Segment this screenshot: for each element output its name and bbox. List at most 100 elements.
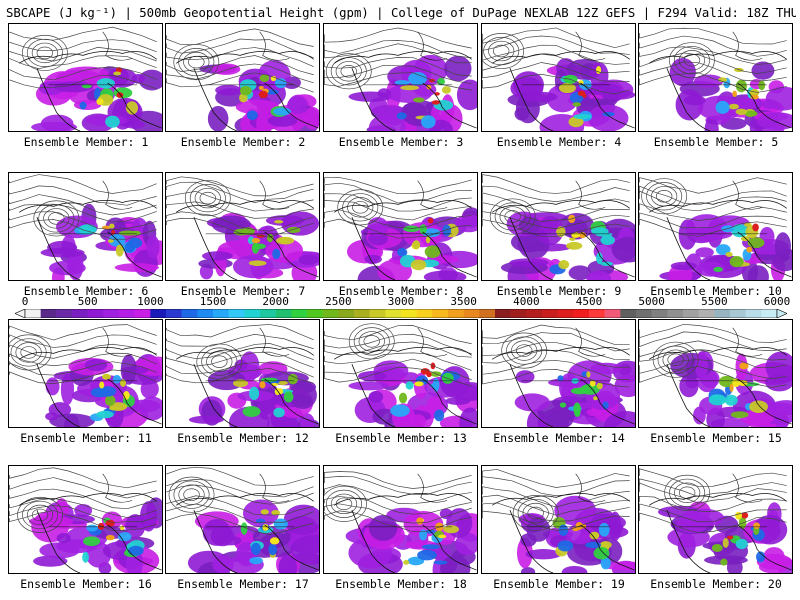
colorbar-segment [228, 309, 245, 318]
height-contours [9, 174, 157, 240]
colorbar-tick-label: 0 [21, 295, 29, 308]
ensemble-member-map [165, 465, 320, 574]
colorbar-segment [448, 309, 464, 318]
ensemble-member-label: Ensemble Member: 20 [650, 577, 782, 591]
colorbar-segment [683, 309, 699, 318]
ensemble-member-map [638, 465, 793, 574]
map-plot [324, 27, 477, 131]
height-contours [166, 28, 314, 93]
colorbar-segment [166, 309, 182, 318]
map-plot [324, 323, 477, 427]
map-outline [334, 473, 477, 573]
map-plot [9, 26, 162, 131]
map-plot [166, 466, 319, 573]
map-plot [166, 176, 319, 280]
cape-field [348, 54, 477, 131]
colorbar-segment [244, 309, 261, 318]
height-contours [482, 27, 630, 95]
map-plot [639, 177, 792, 280]
colorbar-segment [134, 309, 151, 318]
cape-field [500, 211, 635, 280]
colorbar-tick-label: 4000 [513, 295, 540, 308]
map-outline [492, 473, 635, 573]
ensemble-member-label: Ensemble Member: 18 [335, 577, 467, 591]
height-contours [324, 471, 472, 533]
ensemble-member-label: Ensemble Member: 9 [496, 284, 622, 298]
colorbar-segment [651, 309, 668, 318]
colorbar-segment [557, 309, 574, 318]
colorbar-segment [369, 309, 386, 318]
map-outline [334, 31, 477, 131]
map-plot [482, 27, 635, 131]
colorbar-segment [479, 309, 496, 318]
map-plot [324, 177, 477, 280]
ensemble-member-map [8, 465, 163, 574]
colorbar-min-arrow [15, 309, 26, 318]
ensemble-member-label: Ensemble Member: 6 [23, 284, 149, 298]
cape-field [345, 507, 477, 573]
cape-field [199, 60, 319, 131]
map-plot [9, 467, 162, 573]
cape-field [670, 350, 792, 427]
map-outline [19, 180, 162, 280]
map-plot [639, 468, 792, 573]
ensemble-member-map [638, 319, 793, 428]
ensemble-member-map [323, 319, 478, 428]
colorbar-segment [291, 309, 308, 318]
colorbar-segment [181, 309, 198, 318]
colorbar-tick-label: 3500 [450, 295, 477, 308]
map-outline [19, 31, 162, 131]
map-plot [9, 174, 162, 280]
colorbar-segment [150, 309, 167, 318]
colorbar-segment [761, 309, 778, 318]
colorbar-segment [510, 309, 527, 318]
map-outline [492, 180, 635, 280]
map-plot [166, 28, 319, 131]
colorbar-max-arrow [776, 309, 787, 318]
height-contours [324, 177, 472, 239]
height-contours [639, 27, 787, 93]
ensemble-member-map [481, 319, 636, 428]
height-contours [639, 323, 787, 388]
ensemble-member-label: Ensemble Member: 13 [335, 431, 467, 445]
colorbar-segment [40, 309, 57, 318]
colorbar-tick-label: 6000 [763, 295, 791, 308]
ensemble-member-map [323, 465, 478, 574]
colorbar-segment [698, 309, 715, 318]
colorbar-segment [432, 309, 449, 318]
map-outline [649, 31, 792, 131]
colorbar-segment [103, 309, 120, 318]
cape-field [348, 360, 477, 427]
colorbar-segment [620, 309, 637, 318]
height-contours [166, 176, 314, 238]
colorbar-segment [213, 309, 229, 318]
colorbar-segment [25, 309, 41, 318]
map-outline [19, 327, 162, 427]
colorbar-segment [730, 309, 746, 318]
colorbar-tick-label: 500 [77, 295, 98, 308]
map-outline [492, 327, 635, 427]
colorbar-tick-label: 2500 [325, 295, 352, 308]
colorbar-tick-label: 3000 [387, 295, 415, 308]
ensemble-member-map [638, 172, 793, 281]
colorbar-segment [197, 309, 214, 318]
height-contours [482, 174, 630, 237]
height-contours [482, 469, 630, 532]
colorbar-segment [542, 309, 558, 318]
ensemble-member-map [323, 172, 478, 281]
map-outline [649, 473, 792, 573]
cape-field [188, 351, 319, 427]
map-plot [482, 324, 635, 427]
colorbar-segment [589, 309, 605, 318]
ensemble-member-map [8, 23, 163, 132]
ensemble-member-label: Ensemble Member: 10 [650, 284, 782, 298]
colorbar-segment [416, 309, 433, 318]
cape-field [198, 211, 319, 280]
map-plot [639, 323, 792, 427]
height-contours [9, 467, 157, 533]
ensemble-member-label: Ensemble Member: 14 [493, 431, 625, 445]
colorbar-segment [354, 309, 370, 318]
ensemble-member-map [165, 23, 320, 132]
colorbar-segment [604, 309, 621, 318]
ensemble-member-map [481, 465, 636, 574]
